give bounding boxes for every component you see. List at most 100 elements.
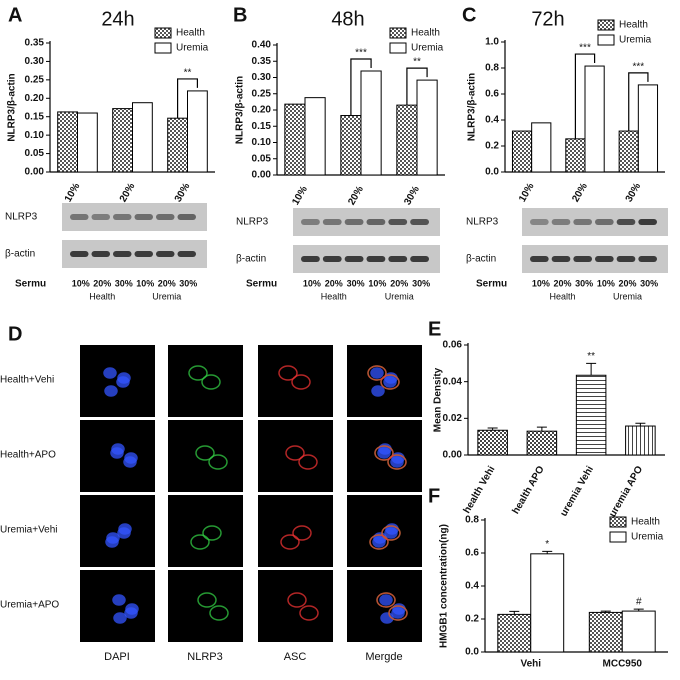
x-tick-label: health Vehi — [462, 464, 498, 515]
legend-swatch — [154, 42, 172, 54]
panel-letter: A — [8, 4, 22, 26]
column-label: DAPI — [104, 651, 130, 663]
y-tick-label: 0.05 — [252, 153, 272, 164]
cell-signal — [112, 594, 126, 606]
significance-bracket — [628, 72, 649, 132]
y-tick-label: 0.05 — [25, 148, 45, 159]
y-tick-label: 0.04 — [443, 376, 463, 387]
blot-band — [344, 219, 364, 225]
x-tick-label: health APO — [510, 464, 546, 516]
bar — [360, 70, 382, 176]
y-axis-label: NLRP3/β-actin — [235, 76, 246, 144]
blot-band — [388, 256, 408, 262]
micrograph — [258, 420, 333, 492]
bar — [565, 138, 586, 173]
lane-label: 10% — [72, 278, 90, 288]
bar — [584, 65, 605, 173]
error-bar — [542, 550, 553, 554]
error-bar — [487, 427, 498, 431]
x-tick-label: 10% — [290, 184, 310, 207]
cell-signal — [367, 365, 387, 381]
y-tick-label: 0.8 — [465, 515, 479, 526]
lane-title: Sermu — [15, 279, 46, 290]
blot-band — [156, 251, 175, 257]
x-tick-label: 10% — [517, 181, 537, 204]
bar — [396, 104, 418, 176]
x-tick-label: uremia Vehi — [558, 464, 596, 518]
y-axis-label: HMGB1 concentration(ng) — [439, 524, 450, 648]
blot-band — [410, 256, 429, 262]
cell-signal — [111, 443, 125, 455]
x-tick-label: 30% — [173, 181, 193, 204]
cell-signal — [190, 534, 210, 550]
blot-row-label: β-actin — [236, 254, 266, 265]
cell-signal — [195, 445, 215, 461]
y-tick-label: 0.25 — [252, 88, 272, 99]
error-bar — [635, 422, 646, 427]
micrograph — [168, 420, 243, 492]
legend-label: Uremia — [411, 43, 444, 54]
legend-swatch — [154, 27, 172, 39]
legend-label: Uremia — [176, 43, 209, 54]
bar — [304, 97, 326, 176]
bar — [621, 610, 656, 653]
x-tick-label: 10% — [63, 181, 83, 204]
cell-signal — [371, 385, 385, 397]
lane-label: 20% — [158, 278, 176, 288]
lane-label: 30% — [179, 278, 197, 288]
y-tick-label: 0.00 — [25, 167, 45, 178]
significance-label: * — [545, 539, 549, 550]
legend-label: Health — [619, 20, 648, 31]
bar — [637, 84, 659, 173]
chart-title: 72h — [531, 8, 564, 30]
lane-label: 10% — [532, 278, 550, 288]
blot-band — [134, 251, 153, 257]
y-tick-label: 0.30 — [252, 72, 272, 83]
blot-band — [638, 256, 657, 262]
bar — [416, 79, 438, 176]
lane-label: 20% — [93, 278, 111, 288]
legend-swatch — [609, 531, 627, 543]
y-tick-label: 0.02 — [443, 413, 463, 424]
group-label: Uremia — [152, 291, 181, 301]
cell-signal — [118, 523, 132, 535]
bar — [511, 130, 533, 173]
lane-label: 20% — [325, 278, 343, 288]
lane-label: 30% — [640, 278, 658, 288]
cell-signal — [374, 445, 394, 461]
blot-band — [70, 214, 89, 220]
cell-signal — [291, 374, 311, 390]
blot-band — [70, 251, 89, 257]
chart-title: 24h — [101, 8, 134, 30]
blot-band — [530, 219, 549, 225]
bar — [588, 611, 623, 653]
micrograph — [347, 495, 422, 567]
blot-band — [573, 256, 592, 262]
blot-band — [177, 251, 196, 257]
blot-band — [366, 256, 386, 262]
significance-label: ** — [184, 68, 192, 79]
blot-band — [551, 219, 571, 225]
y-axis-label: NLRP3/β-actin — [7, 73, 18, 141]
lane-label: 10% — [303, 278, 321, 288]
significance-label: *** — [579, 43, 591, 54]
legend-label: Health — [411, 28, 440, 39]
blot-band — [113, 251, 132, 257]
group-label: Health — [549, 291, 575, 301]
blot-row-label: β-actin — [5, 249, 35, 260]
significance-label: *** — [355, 48, 367, 59]
panel-letter: B — [233, 4, 247, 26]
lane-label: 10% — [136, 278, 154, 288]
bar — [340, 115, 362, 176]
blot-row-label: NLRP3 — [5, 212, 38, 223]
y-axis-label: Mean Density — [433, 367, 444, 432]
y-tick-label: 0.00 — [252, 170, 272, 181]
lane-label: 30% — [347, 278, 365, 288]
panel-letter: C — [462, 4, 476, 26]
cell-signal — [388, 605, 408, 621]
blot-band — [301, 219, 320, 225]
panel-letter: F — [428, 485, 440, 507]
y-tick-label: 0.00 — [443, 450, 463, 461]
y-tick-label: 0.4 — [485, 115, 499, 126]
